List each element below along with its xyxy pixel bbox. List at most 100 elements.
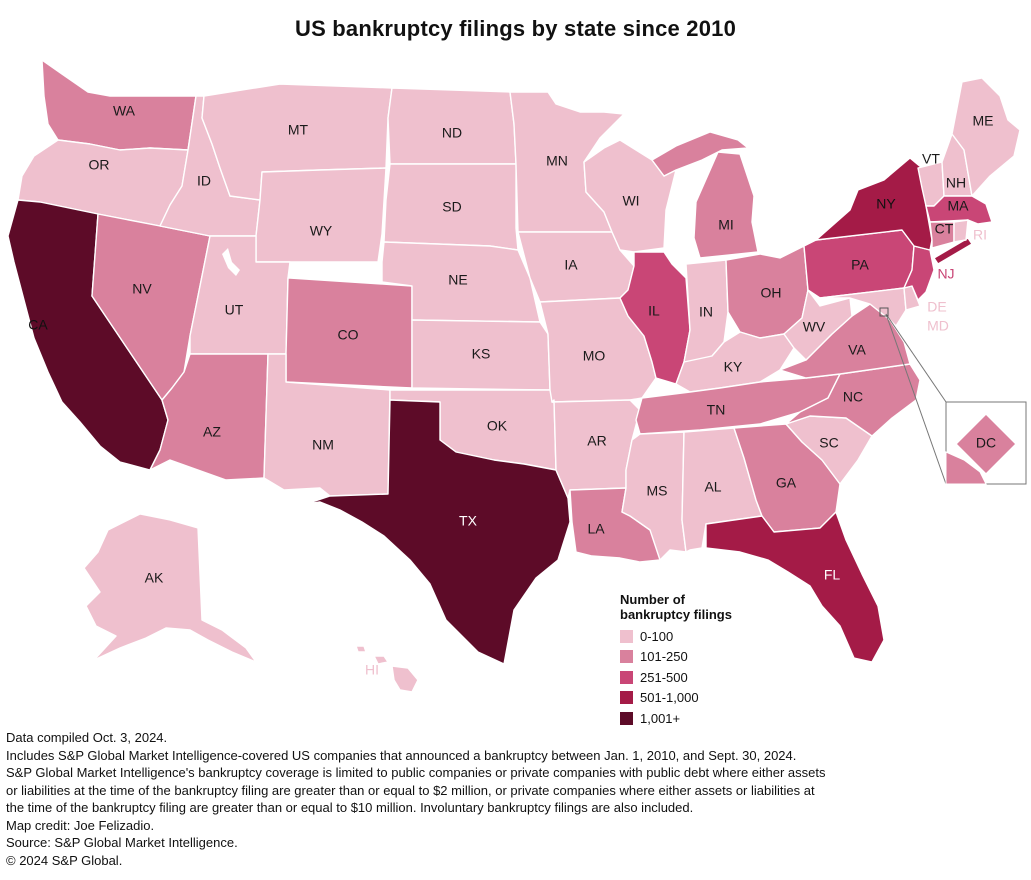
state-wy <box>255 167 387 263</box>
legend-label: 1,001+ <box>640 710 681 726</box>
state-il <box>619 251 691 385</box>
label-sd: SD <box>442 199 461 215</box>
dc-inset-va-side <box>945 451 987 485</box>
footnotes: Data compiled Oct. 3, 2024. Includes S&P… <box>6 729 1026 869</box>
label-ms: MS <box>647 483 668 499</box>
legend-swatch <box>620 650 633 664</box>
map-title: US bankruptcy filings by state since 201… <box>294 16 737 41</box>
label-la: LA <box>587 521 605 537</box>
legend-label: 101-250 <box>640 649 688 665</box>
legend-item: 0-100 <box>620 626 780 647</box>
dc-inset-leader <box>885 313 947 403</box>
legend-item: 1,001+ <box>620 708 780 729</box>
state-ri <box>953 219 969 243</box>
us-choropleth-map: WA OR CA NV ID MT WY UT AZ CO NM ND SD N… <box>7 59 1027 693</box>
label-ga: GA <box>776 475 797 491</box>
label-oh: OH <box>761 285 782 301</box>
label-pa: PA <box>851 257 869 273</box>
legend-label: 0-100 <box>640 628 674 644</box>
label-ok: OK <box>487 418 508 434</box>
note-copyright: © 2024 S&P Global. <box>6 852 123 868</box>
label-ca: CA <box>28 317 48 333</box>
state-nc <box>785 363 921 437</box>
label-nv: NV <box>132 281 152 297</box>
legend-swatch <box>620 629 633 643</box>
note-date-compiled: Data compiled Oct. 3, 2024. <box>6 730 168 745</box>
label-mn: MN <box>546 153 568 169</box>
label-nh: NH <box>946 175 966 191</box>
label-tx: TX <box>459 513 478 529</box>
state-ct <box>929 221 955 249</box>
label-nm: NM <box>312 437 334 453</box>
state-mi <box>693 151 759 259</box>
label-ky: KY <box>724 359 743 375</box>
state-ak <box>83 513 257 663</box>
legend-label: 251-500 <box>640 669 688 685</box>
note-coverage-2: or liabilities at the time of the bankru… <box>6 782 815 798</box>
legend-item: 501-1,000 <box>620 688 780 709</box>
state-hi <box>391 665 419 693</box>
state-wi <box>583 139 677 253</box>
legend-item: 251-500 <box>620 667 780 688</box>
label-tn: TN <box>707 402 726 418</box>
label-il: IL <box>648 303 660 319</box>
note-source: Source: S&P Global Market Intelligence. <box>6 835 238 850</box>
label-wa: WA <box>113 103 136 119</box>
state-fl <box>705 511 885 663</box>
legend-title-line1: Number of <box>620 592 685 607</box>
note-coverage-1: S&P Global Market Intelligence's bankrup… <box>6 765 826 780</box>
dc-inset-leader-2 <box>885 313 947 485</box>
legend-item: 101-250 <box>620 647 780 668</box>
label-ct: CT <box>935 221 954 237</box>
legend-title-line2: bankruptcy filings <box>620 607 732 622</box>
label-me: ME <box>973 113 994 129</box>
note-inclusion: Includes S&P Global Market Intelligence-… <box>6 747 797 763</box>
label-ar: AR <box>587 433 606 449</box>
state-ny-long-island <box>933 237 973 265</box>
dc-locator-box <box>879 307 889 317</box>
label-ia: IA <box>564 257 578 273</box>
label-vt: VT <box>922 151 940 167</box>
state-hi-islands-2 <box>355 645 367 653</box>
label-fl: FL <box>824 567 841 583</box>
label-or: OR <box>89 157 110 173</box>
state-ma <box>925 195 993 225</box>
state-tx <box>305 399 571 665</box>
label-nc: NC <box>843 389 863 405</box>
legend-swatch <box>620 670 633 684</box>
great-salt-lake <box>222 248 240 276</box>
state-wv <box>783 289 853 361</box>
label-de: DE <box>927 299 946 315</box>
label-az: AZ <box>203 424 221 440</box>
note-map-credit: Map credit: Joe Felizadio. <box>6 817 155 833</box>
label-mi: MI <box>718 217 734 233</box>
state-mi-upper-peninsula <box>651 131 749 177</box>
label-va: VA <box>848 342 866 358</box>
label-wv: WV <box>803 319 826 335</box>
state-nj <box>903 245 935 301</box>
label-wy: WY <box>310 223 333 239</box>
legend-swatch <box>620 691 633 705</box>
label-id: ID <box>197 173 211 189</box>
label-mo: MO <box>583 348 606 364</box>
label-ne: NE <box>448 272 467 288</box>
label-sc: SC <box>819 435 838 451</box>
label-ak: AK <box>145 570 164 586</box>
label-dc: DC <box>976 435 996 451</box>
label-ma: MA <box>948 198 970 214</box>
label-ut: UT <box>225 302 244 318</box>
legend-swatch <box>620 711 633 725</box>
label-in: IN <box>699 304 713 320</box>
label-mt: MT <box>288 122 309 138</box>
label-md: MD <box>927 318 949 334</box>
legend: Number of bankruptcy filings 0-100 101-2… <box>620 592 780 729</box>
label-ny: NY <box>876 196 896 212</box>
label-ks: KS <box>472 346 491 362</box>
label-ri: RI <box>973 227 987 243</box>
note-coverage-3: the time of the bankruptcy filing are gr… <box>6 800 694 815</box>
label-hi: HI <box>365 662 379 678</box>
state-me <box>951 77 1021 197</box>
label-nd: ND <box>442 125 462 141</box>
label-al: AL <box>704 479 721 495</box>
label-wi: WI <box>622 193 639 209</box>
